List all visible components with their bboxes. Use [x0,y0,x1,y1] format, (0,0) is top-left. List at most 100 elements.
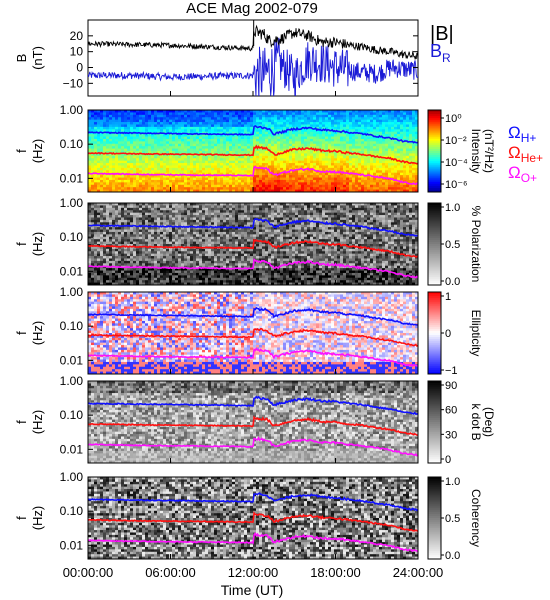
heatmap-cell [160,268,164,271]
heatmap-cell [223,175,227,178]
heatmap-cell [139,114,143,118]
heatmap-cell [187,177,191,181]
heatmap-cell [406,153,410,157]
heatmap-cell [94,138,98,142]
heatmap-cell [241,126,245,130]
heatmap-cell [124,155,128,159]
heatmap-cell [172,158,176,162]
heatmap-cell [415,112,418,116]
heatmap-cell [319,136,323,140]
heatmap-cell [118,138,122,142]
heatmap-cell [163,280,167,283]
heatmap-cell [175,212,179,216]
heatmap-cell [238,124,242,128]
heatmap-cell [217,155,221,159]
heatmap-cell [133,215,137,218]
heatmap-cell [160,136,164,140]
heatmap-cell [97,268,101,271]
heatmap-cell [175,265,179,269]
heatmap-cell [154,151,158,154]
heatmap-cell [367,177,371,181]
heatmap-cell [412,151,416,154]
heatmap-cell [157,215,161,218]
heatmap-cell [244,160,248,164]
heatmap-cell [280,184,284,188]
heatmap-cell [91,268,95,271]
heatmap-cell [394,124,398,128]
heatmap-cell [163,165,167,169]
heatmap-cell [214,187,218,190]
heatmap-cell [148,258,152,262]
heatmap-cell [139,170,143,174]
heatmap-cell [187,270,191,274]
heatmap-cell [334,110,338,113]
heatmap-cell [133,212,137,216]
heatmap-cell [352,189,356,192]
heatmap-cell [388,122,392,125]
heatmap-cell [244,122,248,125]
heatmap-cell [310,141,314,145]
heatmap-cell [409,138,413,142]
heatmap-cell [244,172,248,176]
heatmap-cell [112,210,116,214]
heatmap-cell [415,153,418,157]
heatmap-cell [250,184,254,188]
heatmap-cell [163,239,167,242]
heatmap-cell [415,163,418,166]
heatmap-cell [142,236,146,240]
heatmap-cell [352,182,356,186]
heatmap-cell [130,231,134,235]
heatmap-cell [103,277,107,281]
heatmap-cell [307,182,311,186]
heatmap-cell [172,155,176,159]
heatmap-cell [280,146,284,149]
heatmap-cell [187,277,191,281]
heatmap-cell [154,282,158,285]
heatmap-cell [337,177,341,181]
heatmap-cell [373,134,377,137]
heatmap-cell [178,126,182,130]
heatmap-cell [268,172,272,176]
heatmap-cell [412,175,416,178]
heatmap-cell [118,268,122,271]
heatmap-cell [103,124,107,128]
heatmap-cell [361,122,365,125]
heatmap-cell [109,282,113,285]
heatmap-cell [373,182,377,186]
heatmap-cell [376,117,380,121]
heatmap-cell [355,143,359,147]
heatmap-cell [208,126,212,130]
heatmap-cell [133,244,137,247]
heatmap-cell [313,112,317,116]
heatmap-cell [319,184,323,188]
heatmap-cell [100,231,104,235]
heatmap-cell [115,210,119,214]
heatmap-cell [283,122,287,125]
heatmap-cell [382,117,386,121]
heatmap-cell [106,256,110,259]
heatmap-cell [181,241,185,245]
heatmap-cell [385,134,389,137]
heatmap-cell [139,184,143,188]
heatmap-cell [172,239,176,242]
heatmap-cell [397,189,401,192]
heatmap-cell [364,187,368,190]
heatmap-cell [121,141,125,145]
heatmap-cell [154,155,158,159]
heatmap-cell [97,256,101,259]
heatmap-cell [160,282,164,285]
heatmap-cell [280,172,284,176]
heatmap-cell [379,131,383,135]
heatmap-cell [115,124,119,128]
heatmap-cell [178,129,182,133]
heatmap-cell [247,167,251,171]
heatmap-cell [220,122,224,125]
heatmap-cell [250,158,254,162]
heatmap-cell [91,170,95,174]
heatmap-cell [235,184,239,188]
heatmap-cell [382,189,386,192]
heatmap-cell [163,163,167,166]
heatmap-cell [256,184,260,188]
heatmap-cell [319,114,323,118]
heatmap-cell [259,126,263,130]
